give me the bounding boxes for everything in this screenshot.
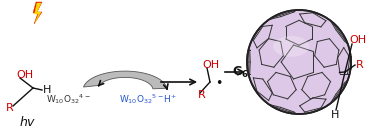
Polygon shape [84, 71, 167, 89]
Ellipse shape [273, 36, 310, 57]
Text: $\mathbf{C_{60}}$: $\mathbf{C_{60}}$ [231, 64, 254, 80]
Text: OH: OH [349, 35, 366, 45]
Text: $hv$: $hv$ [19, 115, 37, 129]
Text: W$_{10}$O$_{32}$$^{5-}$H$^{+}$: W$_{10}$O$_{32}$$^{5-}$H$^{+}$ [119, 92, 177, 106]
Text: W$_{10}$O$_{32}$$^{4-}$: W$_{10}$O$_{32}$$^{4-}$ [46, 92, 90, 106]
Text: R: R [356, 60, 364, 70]
Text: R: R [198, 90, 206, 100]
Text: OH: OH [202, 60, 219, 70]
Text: R: R [6, 103, 14, 113]
Text: H: H [43, 85, 51, 95]
Text: •: • [215, 78, 222, 91]
Circle shape [247, 10, 351, 114]
Polygon shape [33, 2, 42, 24]
Polygon shape [34, 3, 41, 23]
Text: H: H [331, 110, 339, 120]
Text: OH: OH [16, 70, 33, 80]
